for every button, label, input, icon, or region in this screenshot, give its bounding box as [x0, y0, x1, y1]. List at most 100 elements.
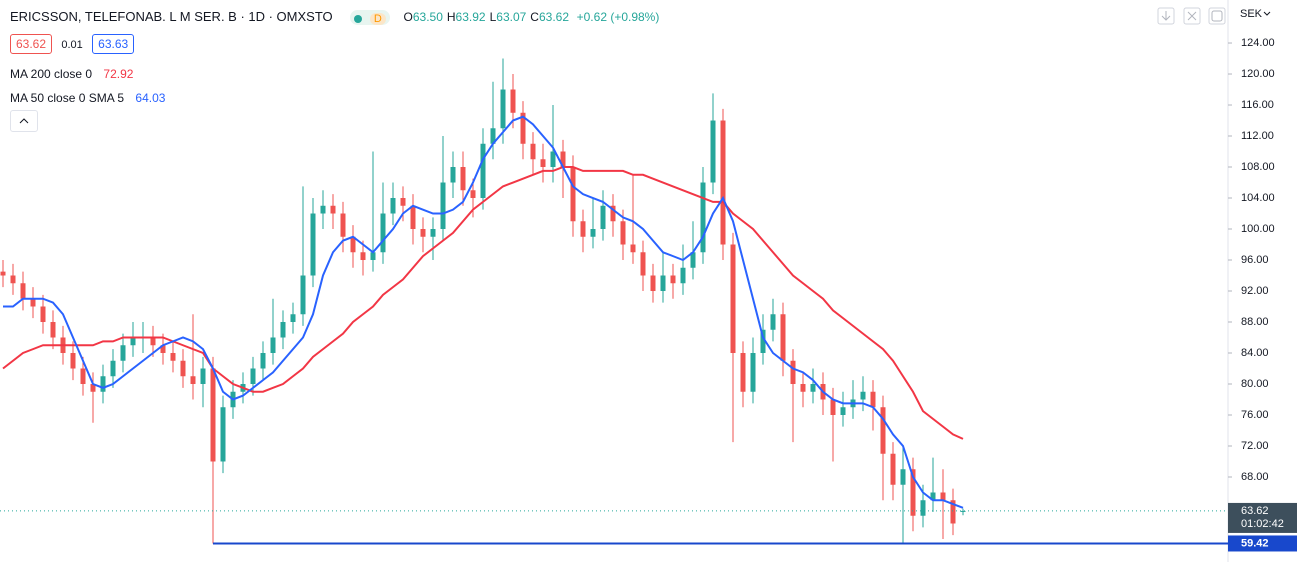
ohlc-value: 63.50: [412, 10, 443, 24]
candle-body: [720, 120, 726, 245]
ohlc-key: C: [530, 10, 539, 24]
candle-body: [950, 500, 956, 524]
candle-body: [440, 182, 446, 230]
candle-body: [930, 492, 936, 501]
ask[interactable]: 63.63: [92, 34, 135, 54]
candle-body: [580, 221, 586, 237]
candle-body: [840, 407, 846, 415]
indicator-value: 64.03: [135, 91, 166, 105]
candle-body: [770, 314, 776, 330]
currency[interactable]: SEK: [1240, 8, 1263, 20]
toolbar-button[interactable]: [1208, 7, 1226, 25]
candle-body: [0, 271, 6, 276]
candle-body: [260, 352, 266, 369]
price-label-bg: [1228, 535, 1297, 552]
candle-body: [880, 407, 886, 454]
candle-body: [810, 383, 816, 392]
candle-body: [400, 198, 406, 206]
moving-average: [2, 166, 964, 440]
indicator-name[interactable]: MA 50 close 0 SMA 5: [10, 91, 125, 105]
candle-body: [10, 275, 16, 284]
ohlc-key: H: [446, 10, 456, 24]
candle-body: [250, 368, 256, 384]
candle-body: [200, 368, 206, 384]
y-tick-label: 88.00: [1241, 316, 1269, 328]
toolbar-button[interactable]: [1157, 7, 1175, 25]
candle-body: [700, 182, 706, 253]
candle-body: [110, 360, 116, 377]
y-tick-label: 100.00: [1241, 223, 1275, 235]
bid-ask: 63.62 0.01 63.63: [10, 34, 135, 54]
y-tick-label: 104.00: [1241, 192, 1275, 204]
candle-body: [210, 368, 216, 462]
y-tick-label: 112.00: [1241, 130, 1274, 142]
y-tick-label: 92.00: [1241, 285, 1269, 297]
candle-body: [830, 399, 836, 415]
candle-body: [900, 469, 906, 485]
candle-body: [370, 252, 376, 261]
candle-body: [190, 376, 196, 384]
candle-body: [860, 391, 866, 400]
candle-body: [520, 112, 526, 144]
candle-body: [670, 275, 676, 284]
y-tick-label: 124.00: [1241, 37, 1275, 49]
candle-body: [460, 167, 466, 191]
indicator-legend: MA 50 close 0 SMA 5 64.03: [10, 91, 165, 105]
candle-body: [530, 143, 536, 160]
candle-body: [790, 360, 796, 384]
candle-body: [480, 143, 486, 199]
indicator-value: 72.92: [103, 67, 134, 81]
candle-body: [630, 244, 636, 253]
candle-body: [310, 213, 316, 276]
currency-chevron[interactable]: [1263, 11, 1271, 16]
toolbar-icon: [1187, 11, 1197, 21]
y-tick-label: 108.00: [1241, 161, 1275, 173]
candle-body: [690, 252, 696, 268]
candle-body: [940, 492, 946, 501]
ohlc-value: 63.07: [496, 10, 527, 24]
candle-body: [70, 352, 76, 369]
ohlc-key: O: [403, 10, 413, 24]
y-tick-label: 68.00: [1241, 471, 1269, 483]
candle-body: [910, 469, 916, 516]
candle-body: [660, 275, 666, 292]
candle-body: [160, 345, 166, 353]
candle-body: [550, 151, 556, 168]
candle-body: [680, 267, 686, 284]
candle-body: [350, 236, 356, 253]
countdown-label: 01:02:42: [1241, 518, 1284, 530]
candle-body: [40, 306, 46, 322]
bid[interactable]: 63.62: [10, 34, 53, 54]
market-status: [354, 14, 363, 23]
candle-body: [710, 120, 716, 183]
candle-body: [330, 205, 336, 214]
candle-body: [150, 337, 156, 346]
indicator-name[interactable]: MA 200 close 0: [10, 67, 93, 81]
candle-body: [130, 337, 136, 346]
collapse-button[interactable]: [10, 110, 38, 132]
toolbar-button[interactable]: [1183, 7, 1201, 25]
moving-average: [3, 115, 964, 509]
candle-body: [120, 345, 126, 361]
candle-body: [470, 190, 476, 199]
y-tick-label: 120.00: [1241, 68, 1275, 80]
candles: [0, 58, 966, 544]
candle-body: [360, 252, 366, 261]
candle-body: [430, 229, 436, 237]
ohlc-value: 63.92: [455, 10, 486, 24]
candle-body: [450, 167, 456, 183]
candle-body: [870, 391, 876, 408]
candle-body: [280, 321, 286, 338]
y-tick-label: 96.00: [1241, 254, 1269, 266]
candle-body: [100, 376, 106, 392]
candle-body: [750, 352, 756, 392]
candle-body: [560, 151, 566, 168]
symbol-title[interactable]: ERICSSON, TELEFONAB. L M SER. B · 1D · O…: [10, 9, 333, 24]
legend-header: ERICSSON, TELEFONAB. L M SER. B · 1D · O…: [10, 9, 659, 26]
candle-body: [320, 205, 326, 214]
candle-body: [960, 510, 966, 512]
delay-badge: D: [369, 13, 386, 26]
last-price-label: 63.62: [1241, 505, 1269, 517]
